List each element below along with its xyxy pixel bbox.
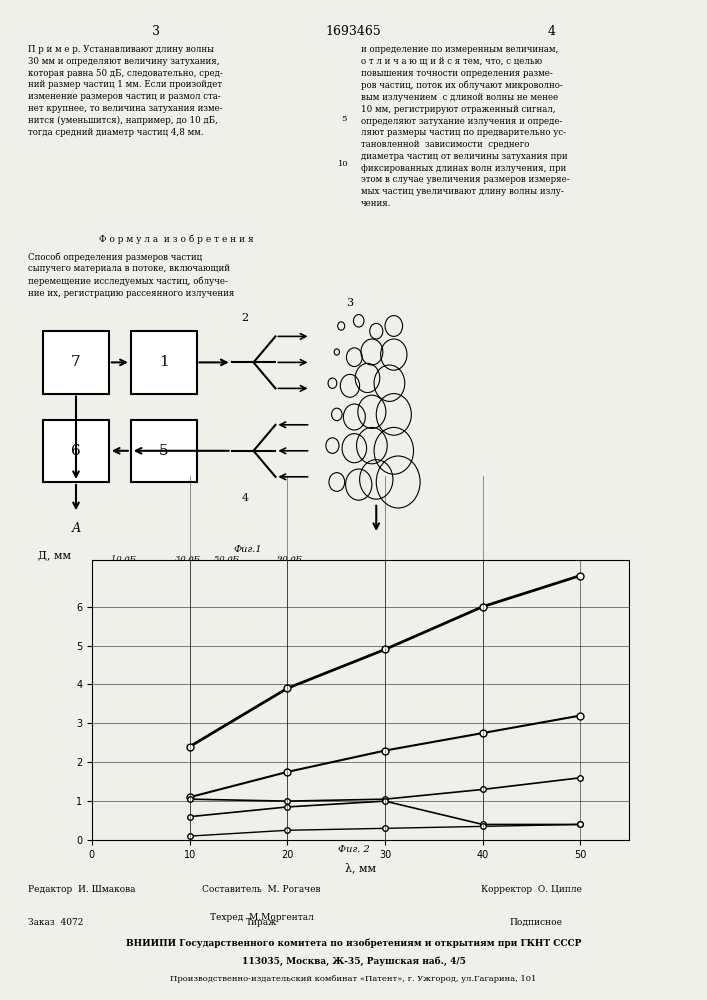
Text: Заказ  4072: Заказ 4072: [28, 918, 83, 927]
Text: Составитель  М. Рогачев: Составитель М. Рогачев: [202, 885, 321, 894]
X-axis label: λ, мм: λ, мм: [345, 862, 376, 873]
Text: 5: 5: [341, 115, 346, 123]
Bar: [131, 331, 197, 394]
Text: 6: 6: [71, 444, 81, 458]
Text: А: А: [71, 522, 81, 535]
Text: 4: 4: [241, 493, 248, 503]
Text: Подписное: Подписное: [509, 918, 562, 927]
Text: 3: 3: [151, 25, 160, 38]
Text: Редактор  И. Шмакова: Редактор И. Шмакова: [28, 885, 136, 894]
Text: 10: 10: [338, 160, 349, 168]
Text: 10 дБ: 10 дБ: [111, 555, 136, 563]
Text: Производственно-издательский комбинат «Патент», г. Ужгород, ул.Гагарина, 101: Производственно-издательский комбинат «П…: [170, 975, 537, 983]
Text: 7: 7: [71, 355, 81, 369]
Text: Корректор  О. Ципле: Корректор О. Ципле: [481, 885, 582, 894]
Bar: [43, 420, 109, 482]
Text: 4: 4: [547, 25, 556, 38]
Bar: [131, 420, 197, 482]
Text: Способ определения размеров частиц
сыпучего материала в потоке, включающий
перем: Способ определения размеров частиц сыпуч…: [28, 252, 235, 298]
Text: 5: 5: [159, 444, 168, 458]
Text: П р и м е р. Устанавливают длину волны
30 мм и определяют величину затухания,
ко: П р и м е р. Устанавливают длину волны 3…: [28, 45, 223, 137]
Bar: [43, 331, 109, 394]
Text: 1693465: 1693465: [326, 25, 381, 38]
Text: Фиг.1: Фиг.1: [233, 545, 262, 554]
Text: 3: 3: [346, 298, 354, 308]
Text: Ф о р м у л а  и з о б р е т е н и я: Ф о р м у л а и з о б р е т е н и я: [99, 235, 254, 244]
Text: 30 дБ: 30 дБ: [175, 555, 200, 563]
Text: 90 дБ: 90 дБ: [277, 555, 303, 563]
Y-axis label: Д, мм: Д, мм: [37, 550, 71, 560]
Text: Техред  М.Моргентал: Техред М.Моргентал: [210, 913, 313, 922]
Text: 113035, Москва, Ж-35, Раушская наб., 4/5: 113035, Москва, Ж-35, Раушская наб., 4/5: [242, 956, 465, 966]
Text: 1: 1: [159, 355, 168, 369]
Text: и определение по измеренным величинам,
о т л и ч а ю щ и й с я тем, что, с целью: и определение по измеренным величинам, о…: [361, 45, 569, 208]
Text: 2: 2: [241, 313, 248, 323]
Text: Фиг. 2: Фиг. 2: [338, 845, 369, 854]
Text: Тираж: Тираж: [246, 918, 277, 927]
Text: ВНИИПИ Государственного комитета по изобретениям и открытиям при ГКНТ СССР: ВНИИПИ Государственного комитета по изоб…: [126, 938, 581, 948]
Text: 50 дБ: 50 дБ: [214, 555, 239, 563]
